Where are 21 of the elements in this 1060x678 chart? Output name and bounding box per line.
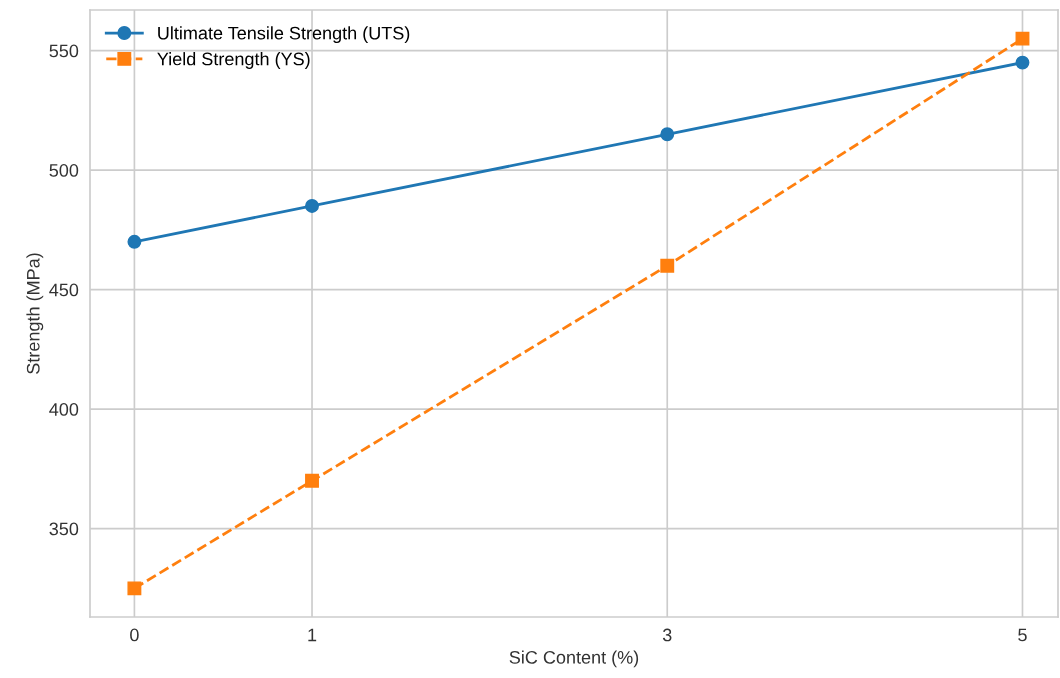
- x-tick-label: 0: [130, 628, 139, 642]
- point: [1015, 55, 1030, 70]
- point: [127, 581, 142, 596]
- point: [305, 473, 319, 488]
- y-tick-label: 550: [49, 44, 79, 58]
- x-tick-label: 1: [308, 628, 317, 642]
- legend-label: Ultimate Tensile Strength (UTS): [158, 26, 410, 44]
- point: [1015, 31, 1030, 46]
- x-tick-label: 5: [1018, 628, 1027, 642]
- x-tick-label: 3: [662, 628, 672, 642]
- point: [660, 258, 675, 273]
- y-tick-label: 400: [49, 403, 79, 416]
- y-tick-label: 450: [49, 283, 79, 297]
- y-axis-title: Strength (MPa): [26, 253, 44, 374]
- y-tick-label: 500: [49, 164, 79, 177]
- x-axis-title: SiC Content (%): [509, 650, 639, 668]
- point: [305, 199, 319, 213]
- point: [660, 127, 675, 142]
- point: [127, 234, 142, 249]
- y-tick-label: 350: [49, 522, 79, 536]
- legend-label: Yield Strength (YS): [157, 52, 310, 69]
